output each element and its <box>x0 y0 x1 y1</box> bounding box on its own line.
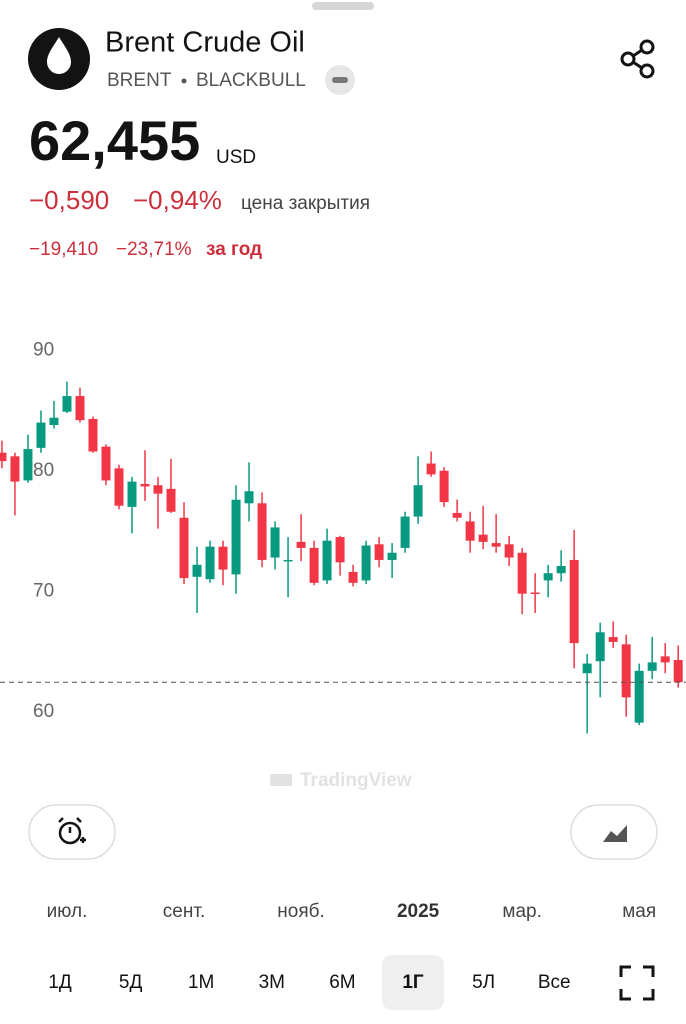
candle-body <box>608 637 618 642</box>
x-tick-label: июл. <box>47 901 88 922</box>
candle-body <box>348 572 358 583</box>
candle-body <box>101 446 111 481</box>
candle-body <box>452 512 462 518</box>
x-tick-label: сент. <box>163 901 205 922</box>
candle-body <box>647 662 657 671</box>
status-icon <box>332 77 348 83</box>
candle-body <box>62 396 72 412</box>
candle-body <box>231 499 241 575</box>
range-button[interactable]: 3М <box>259 972 285 993</box>
price: 62,455 <box>29 109 200 172</box>
candle-body <box>153 485 163 494</box>
candle-body <box>387 552 397 560</box>
year-change-percent: −23,71% <box>116 239 192 260</box>
candle-body <box>426 463 436 475</box>
candle-body <box>192 564 202 577</box>
year-change: −19,410 <box>29 239 98 260</box>
candle-body <box>218 546 228 570</box>
indicators-icon <box>603 825 627 842</box>
candle-body <box>439 470 449 503</box>
candle-body <box>361 545 371 581</box>
candle-body <box>517 552 527 594</box>
change-percent: −0,94% <box>133 185 222 215</box>
candle-body <box>23 449 33 481</box>
title: Brent Crude Oil <box>105 27 305 59</box>
candle-body <box>465 521 475 541</box>
range-button[interactable]: 1М <box>188 972 214 993</box>
candle-body <box>140 484 150 487</box>
drag-handle[interactable] <box>312 2 374 10</box>
candle-body <box>179 517 189 579</box>
currency: USD <box>216 147 256 168</box>
range-button[interactable]: 1Д <box>48 972 72 993</box>
alert-button[interactable] <box>28 804 116 860</box>
candle-body <box>595 632 605 662</box>
y-tick-label: 90 <box>33 339 54 360</box>
candle-body <box>374 544 384 560</box>
candle-body <box>621 644 631 698</box>
watermark: TradingView <box>300 770 412 791</box>
candle-body <box>673 659 683 683</box>
candle-body <box>478 534 488 542</box>
candle-body <box>660 656 670 663</box>
indicators-button[interactable] <box>570 804 658 860</box>
candle-body <box>205 546 215 580</box>
candle-body <box>309 547 319 583</box>
x-tick-label: мар. <box>502 901 541 922</box>
range-button[interactable]: 6М <box>329 972 355 993</box>
candle-body <box>556 565 566 574</box>
drop-icon <box>47 37 71 74</box>
candle-body <box>166 488 176 512</box>
y-tick-label: 70 <box>33 580 54 601</box>
candle-body <box>634 670 644 723</box>
candle-body <box>0 452 7 462</box>
y-tick-label: 80 <box>33 460 54 481</box>
exchange: BLACKBULL <box>196 70 306 91</box>
range-button[interactable]: 5Д <box>119 972 143 993</box>
year-note: за год <box>206 239 262 260</box>
x-tick-label: 2025 <box>397 901 440 922</box>
candle-body <box>322 540 332 581</box>
candle-body <box>270 527 280 558</box>
candle-body <box>543 573 553 581</box>
change: −0,590 <box>29 185 109 215</box>
candle-body <box>114 468 124 506</box>
candle-body <box>530 592 540 594</box>
candle-body <box>244 491 254 504</box>
share-button[interactable] <box>620 39 655 79</box>
candle-body <box>335 537 345 563</box>
candle-body <box>504 544 514 558</box>
candle-body <box>88 418 98 452</box>
range-selected <box>382 955 444 1010</box>
candle-body <box>491 543 501 547</box>
fullscreen-button[interactable] <box>619 965 655 1001</box>
candle-body <box>400 516 410 548</box>
range-button[interactable]: 5Л <box>472 972 495 993</box>
x-tick-label: нояб. <box>277 901 325 922</box>
change-note: цена закрытия <box>241 193 370 214</box>
y-tick-label: 60 <box>33 701 54 722</box>
candle-body <box>582 663 592 674</box>
candle-body <box>75 396 85 421</box>
separator <box>181 78 187 84</box>
candle-body <box>127 481 137 507</box>
candle-body <box>10 456 20 482</box>
range-button[interactable]: Все <box>538 972 571 993</box>
candle-body <box>49 417 59 425</box>
candle-body <box>413 485 423 517</box>
alert-icon <box>58 817 86 845</box>
range-button[interactable]: 1Г <box>402 972 424 993</box>
candle-body <box>283 559 293 562</box>
symbol: BRENT <box>107 70 172 91</box>
x-tick-label: мая <box>622 901 656 922</box>
candle-body <box>257 503 267 560</box>
candle-body <box>36 422 46 448</box>
candle-body <box>569 559 579 644</box>
watermark-logo <box>270 774 292 786</box>
candle-body <box>296 541 306 548</box>
